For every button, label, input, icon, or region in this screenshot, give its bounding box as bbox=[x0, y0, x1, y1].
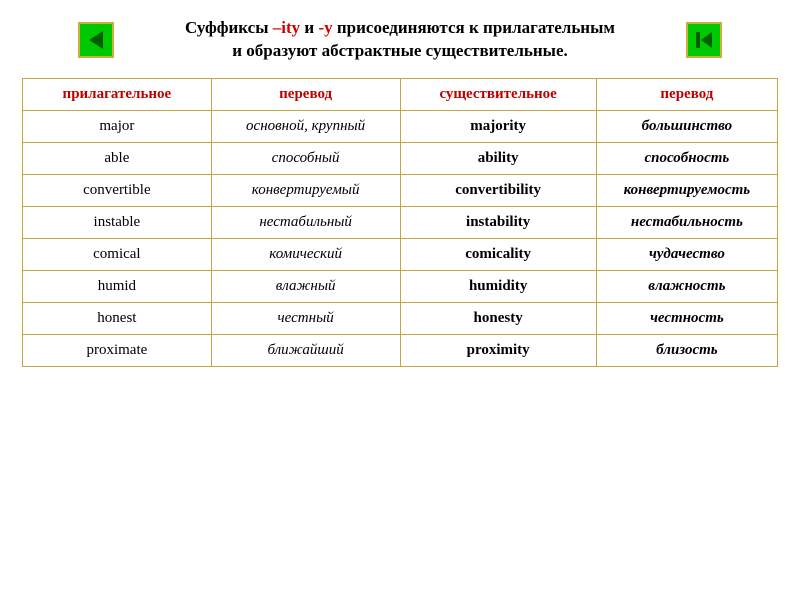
col-header-translation: перевод bbox=[211, 79, 400, 111]
cell-adjective: humid bbox=[23, 271, 212, 303]
table-row: able способный ability способность bbox=[23, 143, 778, 175]
nav-next-button[interactable] bbox=[686, 22, 722, 58]
nav-prev-button[interactable] bbox=[78, 22, 114, 58]
cell-translation: конвертируемый bbox=[211, 175, 400, 207]
table-row: instable нестабильный instability нестаб… bbox=[23, 207, 778, 239]
cell-noun-translation: чудачество bbox=[596, 239, 777, 271]
cell-adjective: honest bbox=[23, 303, 212, 335]
cell-translation: основной, крупный bbox=[211, 111, 400, 143]
cell-noun: proximity bbox=[400, 335, 596, 367]
table-row: major основной, крупный majority большин… bbox=[23, 111, 778, 143]
cell-adjective: proximate bbox=[23, 335, 212, 367]
cell-translation: честный bbox=[211, 303, 400, 335]
table-row: comical комический comicality чудачество bbox=[23, 239, 778, 271]
triangle-left-icon bbox=[86, 29, 106, 51]
suffix-table: прилагательное перевод существительное п… bbox=[22, 78, 778, 367]
suffix-table-wrap: прилагательное перевод существительное п… bbox=[0, 78, 800, 367]
cell-noun: honesty bbox=[400, 303, 596, 335]
page-title: Суффиксы –ity и -y присоединяются к прил… bbox=[180, 17, 620, 63]
cell-adjective: convertible bbox=[23, 175, 212, 207]
cell-noun-translation: способность bbox=[596, 143, 777, 175]
cell-noun: instability bbox=[400, 207, 596, 239]
col-header-adjective: прилагательное bbox=[23, 79, 212, 111]
cell-translation: ближайший bbox=[211, 335, 400, 367]
cell-translation: комический bbox=[211, 239, 400, 271]
table-row: proximate ближайший proximity близость bbox=[23, 335, 778, 367]
cell-noun: majority bbox=[400, 111, 596, 143]
cell-translation: способный bbox=[211, 143, 400, 175]
table-row: honest честный honesty честность bbox=[23, 303, 778, 335]
table-header-row: прилагательное перевод существительное п… bbox=[23, 79, 778, 111]
cell-noun-translation: нестабильность bbox=[596, 207, 777, 239]
cell-noun-translation: большинство bbox=[596, 111, 777, 143]
cell-translation: нестабильный bbox=[211, 207, 400, 239]
cell-noun: ability bbox=[400, 143, 596, 175]
cell-noun: convertibility bbox=[400, 175, 596, 207]
table-row: humid влажный humidity влажность bbox=[23, 271, 778, 303]
cell-noun: comicality bbox=[400, 239, 596, 271]
cell-adjective: able bbox=[23, 143, 212, 175]
title-mid1: и bbox=[300, 18, 318, 37]
cell-adjective: comical bbox=[23, 239, 212, 271]
skip-back-icon bbox=[693, 29, 715, 51]
cell-noun-translation: близость bbox=[596, 335, 777, 367]
cell-adjective: instable bbox=[23, 207, 212, 239]
cell-noun-translation: влажность bbox=[596, 271, 777, 303]
title-pre: Суффиксы bbox=[185, 18, 273, 37]
header: Суффиксы –ity и -y присоединяются к прил… bbox=[0, 0, 800, 78]
cell-noun-translation: честность bbox=[596, 303, 777, 335]
title-hl1: –ity bbox=[273, 18, 300, 37]
title-hl2: -y bbox=[318, 18, 332, 37]
col-header-noun-translation: перевод bbox=[596, 79, 777, 111]
cell-translation: влажный bbox=[211, 271, 400, 303]
cell-noun: humidity bbox=[400, 271, 596, 303]
cell-adjective: major bbox=[23, 111, 212, 143]
col-header-noun: существительное bbox=[400, 79, 596, 111]
cell-noun-translation: конвертируемость bbox=[596, 175, 777, 207]
table-row: convertible конвертируемый convertibilit… bbox=[23, 175, 778, 207]
